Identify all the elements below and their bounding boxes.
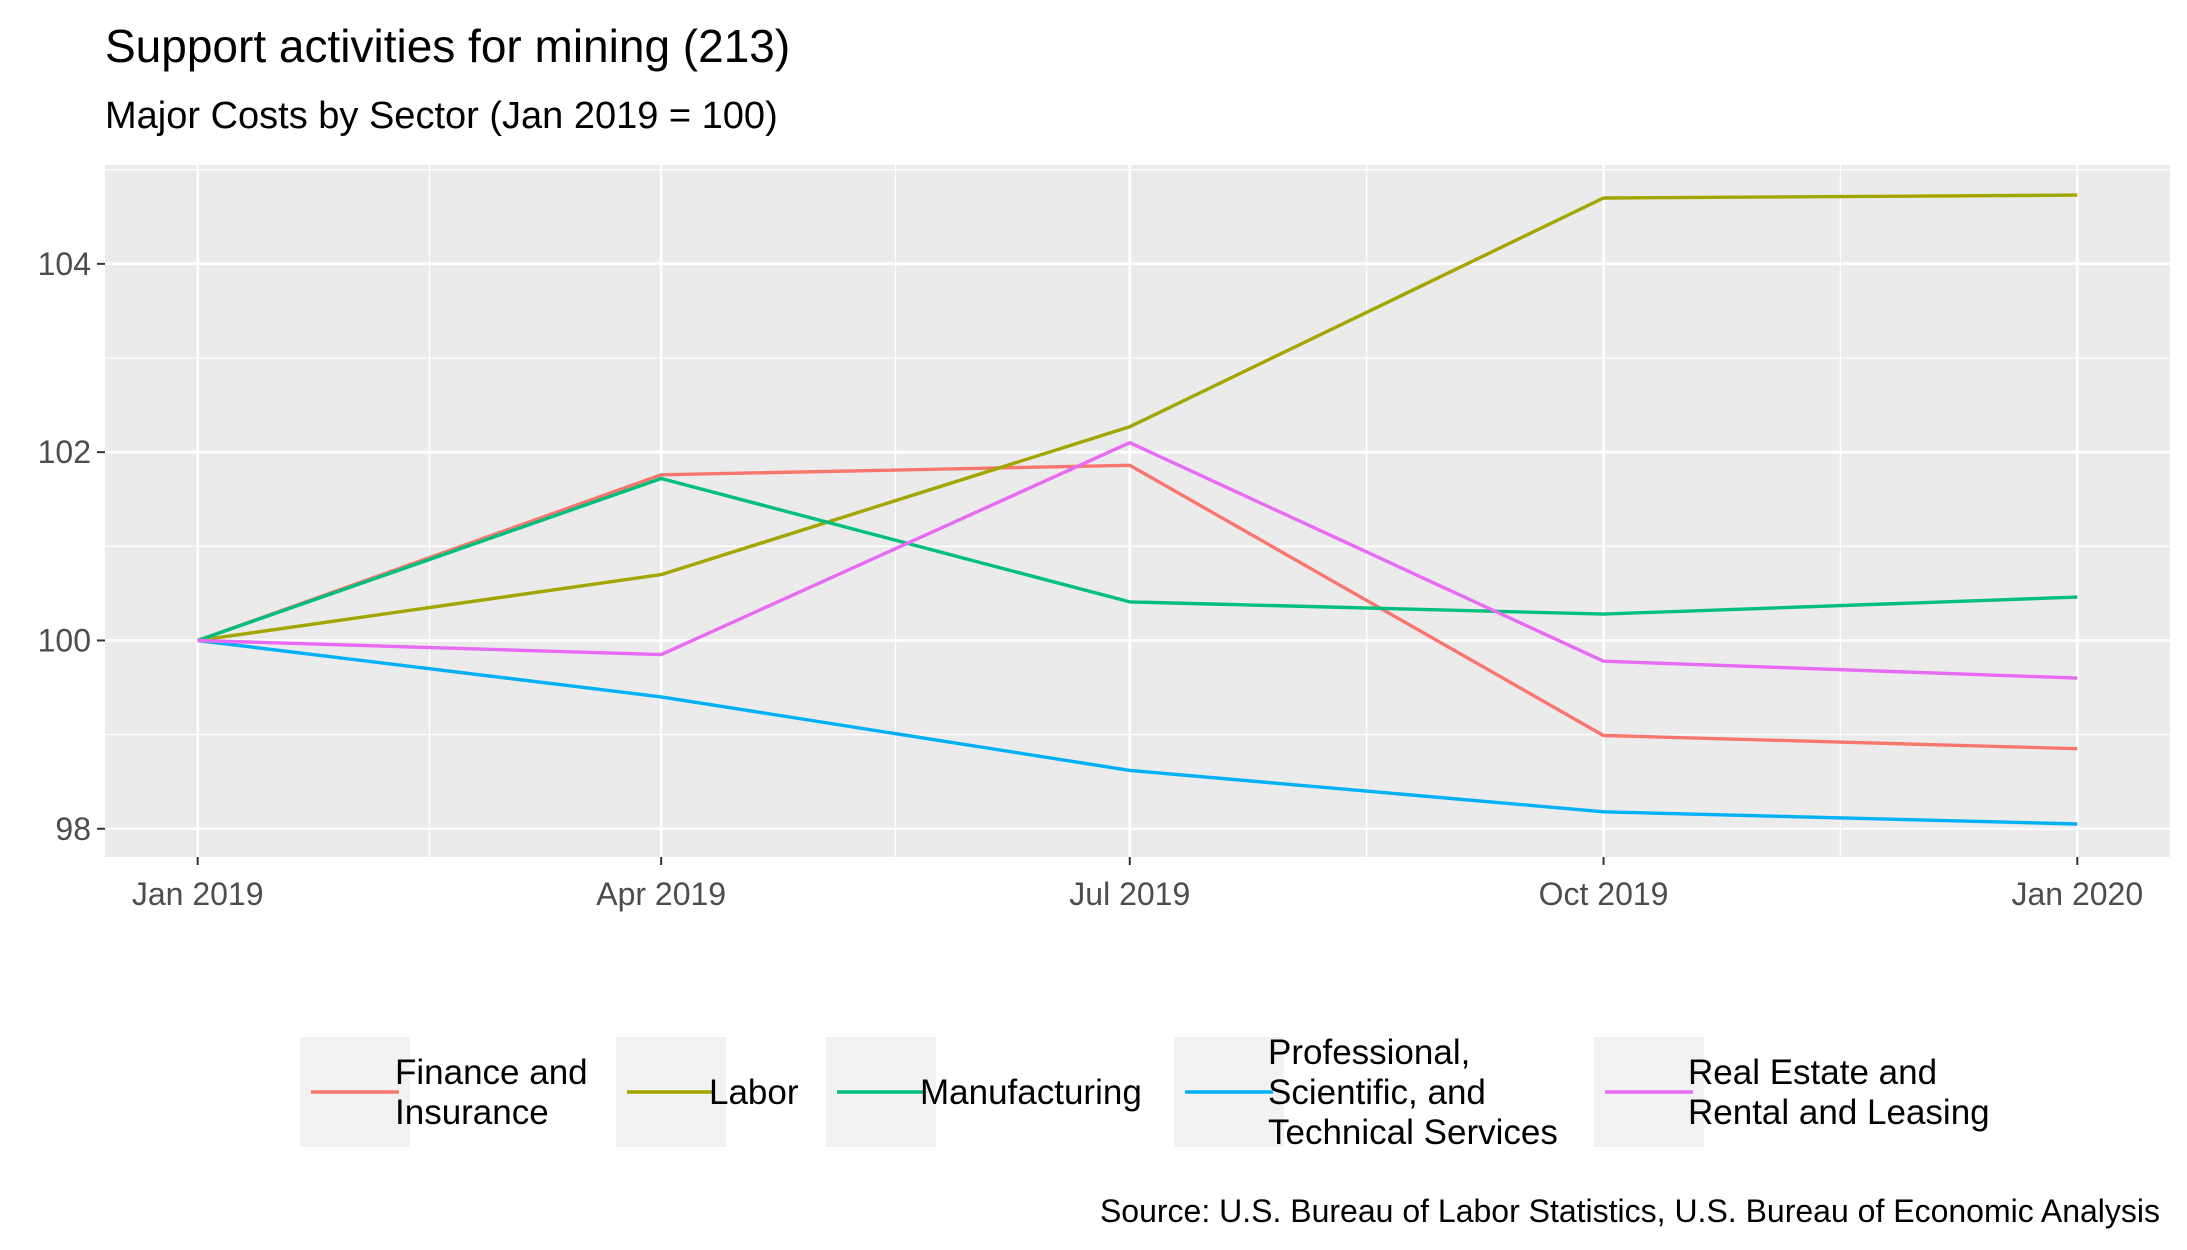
legend-label: Professional, Scientific, and Technical Se… <box>1268 1033 1558 1152</box>
legend-label: Finance and Insurance <box>395 1053 588 1132</box>
axes: Jan 2019 Apr 2019 Jul 2019 Oct 2019 Jan 2020… <box>38 246 2144 912</box>
x-tick-label: Jan 2020 <box>2011 876 2143 912</box>
series-line <box>197 463 2078 751</box>
grid <box>105 165 2170 857</box>
plot-panel <box>105 165 2170 857</box>
y-tick-label: 102 <box>38 434 91 470</box>
legend-label: Real Estate and Rental and Leasing <box>1688 1053 1990 1132</box>
x-tick-label: Oct 2019 <box>1539 876 1669 912</box>
y-tick-label: 104 <box>38 246 91 282</box>
y-tick-label: 98 <box>55 811 91 847</box>
y-tick-label: 100 <box>38 622 91 658</box>
x-tick-label: Jul 2019 <box>1069 876 1190 912</box>
chart-caption: Source: U.S. Bureau of Labor Statistics,… <box>1100 1193 2160 1229</box>
series-line <box>197 441 2078 680</box>
chart-title: Support activities for mining (213) <box>105 20 790 72</box>
x-tick-label: Apr 2019 <box>596 876 726 912</box>
series-line <box>197 193 2078 643</box>
series-lines <box>197 193 2078 826</box>
x-tick-label: Jan 2019 <box>132 876 264 912</box>
series-line <box>197 638 2078 826</box>
legend-label: Labor <box>709 1073 799 1112</box>
series-line <box>197 476 2078 643</box>
chart-subtitle: Major Costs by Sector (Jan 2019 = 100) <box>105 95 778 137</box>
legend-label: Manufacturing <box>920 1073 1142 1112</box>
legend: Finance and Insurance Labor Manufacturing Pr… <box>300 1033 1990 1152</box>
